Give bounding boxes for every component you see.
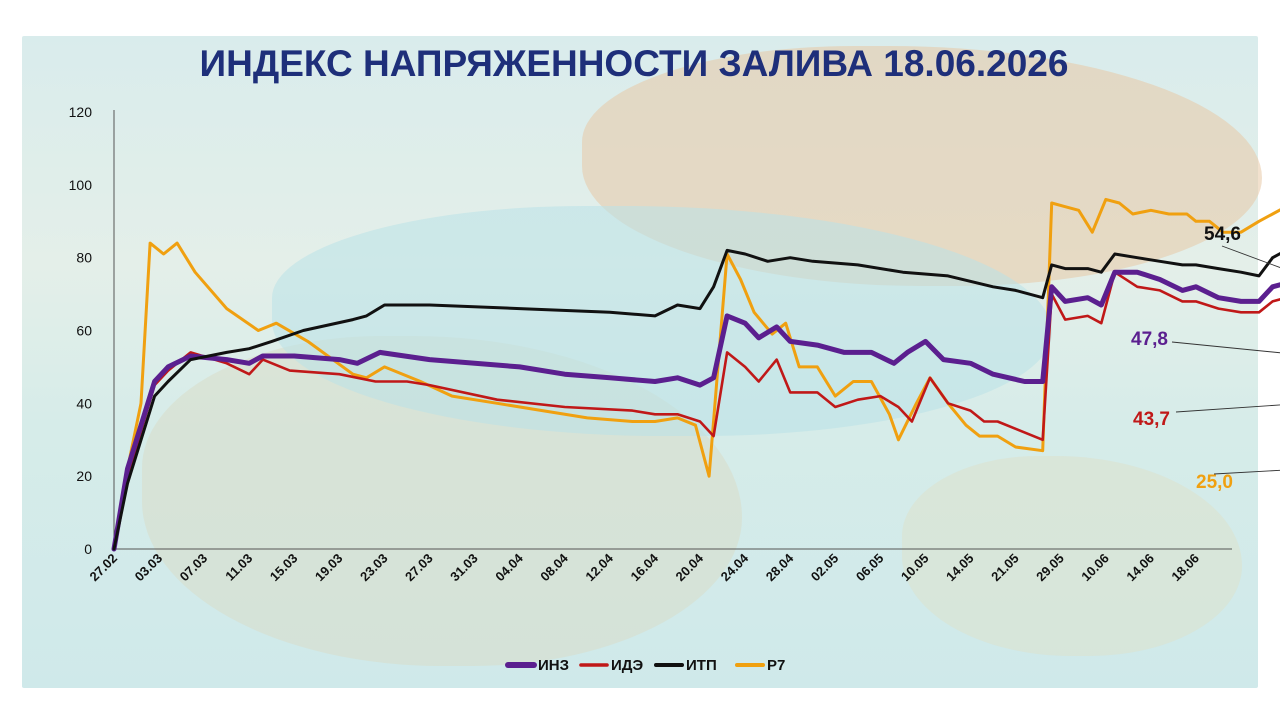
end-label-layer: 47,8 43,7 54,6 25,0 <box>1131 224 1280 493</box>
end-label-leader <box>1213 469 1280 475</box>
x-tick-label: 11.03 <box>222 551 255 584</box>
x-tick-label: 12.04 <box>582 550 616 584</box>
legend: ИНЗ ИДЭ ИТП Р7 <box>505 657 785 674</box>
x-tick-label: 10.06 <box>1078 551 1112 585</box>
x-tick-label: 28.04 <box>763 550 797 584</box>
end-label-leader <box>1221 245 1280 269</box>
end-label-leader <box>1171 341 1280 354</box>
x-tick-label: 15.03 <box>267 551 301 585</box>
x-tick-label: 29.05 <box>1033 551 1067 585</box>
x-tick-label: 04.04 <box>492 550 526 584</box>
x-tick-label: 24.04 <box>718 550 752 584</box>
x-tick-label: 08.04 <box>537 550 571 584</box>
end-label: 25,0 <box>1196 472 1233 493</box>
x-tick-label: 07.03 <box>177 551 211 585</box>
series-layer <box>111 197 1280 552</box>
x-tick-label: 23.03 <box>357 551 391 585</box>
x-tick-label: 19.03 <box>312 551 346 585</box>
y-tick-label: 40 <box>76 395 92 411</box>
y-tick-label: 20 <box>76 468 92 484</box>
x-tick-label: 14.06 <box>1123 551 1157 585</box>
x-tick-label: 20.04 <box>673 550 707 584</box>
series-line-3 <box>112 197 1280 551</box>
x-tick-label: 03.03 <box>132 551 166 585</box>
end-label: 54,6 <box>1204 224 1241 245</box>
end-label-leader <box>1175 404 1280 413</box>
x-tick-label: 02.05 <box>808 551 842 585</box>
x-tick-label: 27.03 <box>402 551 436 585</box>
series-line-0 <box>111 269 1280 552</box>
y-tick-label: 80 <box>76 250 92 266</box>
x-tick-label: 16.04 <box>627 550 661 584</box>
end-label: 43,7 <box>1133 409 1170 430</box>
x-tick-label: 14.05 <box>943 551 977 585</box>
x-tick-label: 18.06 <box>1168 551 1202 585</box>
chart-title: ИНДЕКС НАПРЯЖЕННОСТИ ЗАЛИВА 18.06.2026 <box>200 43 1069 84</box>
y-tick-label: 60 <box>76 323 92 339</box>
y-tick-label: 0 <box>84 541 92 557</box>
y-tick-label: 100 <box>69 177 93 193</box>
legend-label: ИДЭ <box>611 657 643 674</box>
series-line-1 <box>112 270 1280 551</box>
series-line-2 <box>112 248 1280 551</box>
end-label: 47,8 <box>1131 329 1168 350</box>
legend-label: Р7 <box>767 657 785 674</box>
y-tick-label: 120 <box>69 104 93 120</box>
x-tick-label: 21.05 <box>988 551 1022 585</box>
legend-label: ИНЗ <box>538 657 569 674</box>
map-background <box>22 36 1262 688</box>
x-tick-label: 06.05 <box>853 551 887 585</box>
legend-label: ИТП <box>686 657 717 674</box>
x-tick-label: 31.03 <box>447 551 481 585</box>
x-tick-label: 10.05 <box>898 551 932 585</box>
map-land-region <box>902 456 1242 656</box>
